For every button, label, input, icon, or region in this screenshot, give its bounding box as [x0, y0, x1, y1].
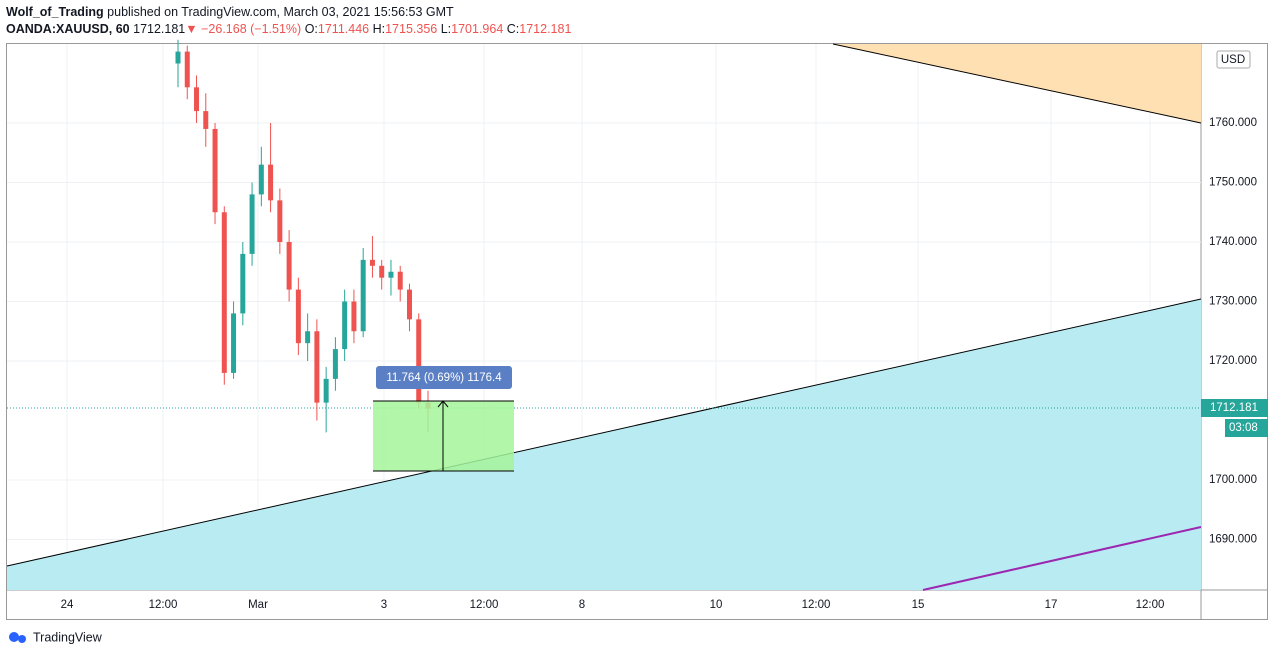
- x-tick-label: 12:00: [149, 599, 178, 611]
- brand-logo-2: [18, 635, 26, 643]
- candle-body: [268, 164, 274, 201]
- candle-body: [351, 301, 357, 332]
- candle-body: [221, 212, 227, 373]
- publisher: Wolf_of_Trading: [6, 5, 104, 19]
- frame: [6, 43, 1268, 620]
- countdown-box: [1225, 419, 1268, 437]
- y-tick-label: 1720.000: [1209, 355, 1257, 367]
- candle-body: [332, 349, 338, 379]
- o: 1711.446: [317, 22, 370, 36]
- candle-body: [249, 194, 255, 254]
- candle-body: [360, 259, 366, 332]
- candle-body: [406, 289, 412, 320]
- l: 1701.964: [451, 22, 504, 36]
- candle-body: [258, 164, 264, 195]
- x-tick-label: 8: [579, 599, 585, 611]
- measure-arrowhead: [437, 400, 449, 408]
- arrow: ▼: [185, 22, 198, 36]
- brand-logo: [9, 632, 19, 642]
- candle-body: [194, 87, 200, 112]
- candle-body: [286, 242, 292, 290]
- channel-line: [6, 298, 1202, 567]
- x-tick-label: 15: [912, 599, 925, 611]
- header-line2: OANDA:XAUUSD, 60 1712.181▼ −26.168 (−1.5…: [6, 22, 571, 36]
- currency: USD: [1221, 54, 1245, 66]
- candle-body: [240, 253, 246, 314]
- header-line1: Wolf_of_Trading published on TradingView…: [6, 5, 454, 19]
- candle-body: [203, 111, 209, 129]
- x-tick-label: 17: [1045, 599, 1058, 611]
- published-text: published on TradingView.com, March 03, …: [107, 5, 454, 19]
- measure-label: 11.764 (0.69%) 1176.4: [386, 372, 502, 384]
- y-tick-label: 1700.000: [1209, 474, 1257, 486]
- x-tick-label: 3: [381, 599, 387, 611]
- o-label: O:: [304, 22, 318, 36]
- candle-body: [231, 313, 237, 373]
- y-tick-label: 1750.000: [1209, 177, 1257, 189]
- y-tick-label: 1760.000: [1209, 117, 1257, 129]
- candle-body: [342, 301, 348, 350]
- change: −26.168 (−1.51%): [201, 22, 302, 36]
- candle-body: [277, 200, 283, 242]
- purple-line: [922, 526, 1202, 591]
- c-label: C:: [506, 22, 520, 36]
- candle-body: [295, 289, 301, 344]
- y-tick-label: 1690.000: [1209, 534, 1257, 546]
- price-tag: 1712.181: [1210, 402, 1258, 414]
- x-tick-label: 24: [61, 599, 74, 611]
- h-label: H:: [372, 22, 386, 36]
- candle-body: [323, 378, 329, 403]
- h: 1715.356: [385, 22, 438, 36]
- x-tick-label: 12:00: [802, 599, 831, 611]
- countdown: 03:08: [1229, 422, 1258, 434]
- cyan-channel: [7, 299, 1201, 590]
- x-tick-label: 12:00: [470, 599, 499, 611]
- candle-body: [175, 51, 181, 64]
- x-tick-label: Mar: [248, 599, 268, 611]
- candle-body: [305, 331, 311, 344]
- y-tick-label: 1730.000: [1209, 296, 1257, 308]
- y-tick-label: 1740.000: [1209, 236, 1257, 248]
- brand: TradingView: [33, 630, 103, 644]
- candle-body: [314, 331, 320, 403]
- price-tag-box: [1201, 399, 1268, 417]
- x-tick-label: 12:00: [1136, 599, 1165, 611]
- candle-body: [397, 271, 403, 290]
- last: 1712.181: [133, 22, 186, 36]
- candle-body: [184, 51, 190, 88]
- c: 1712.181: [519, 22, 572, 36]
- x-tick-label: 10: [710, 599, 723, 611]
- upper-line: [832, 43, 1202, 124]
- candle-body: [369, 259, 375, 266]
- currency-box: [1216, 50, 1251, 69]
- measure-label-box: [376, 366, 512, 389]
- candle-body: [212, 128, 218, 213]
- candle-body: [416, 319, 422, 403]
- candle-body: [379, 265, 385, 278]
- symbol: OANDA:XAUUSD, 60: [6, 22, 130, 36]
- l-label: L:: [440, 22, 452, 36]
- candle-body: [388, 271, 394, 278]
